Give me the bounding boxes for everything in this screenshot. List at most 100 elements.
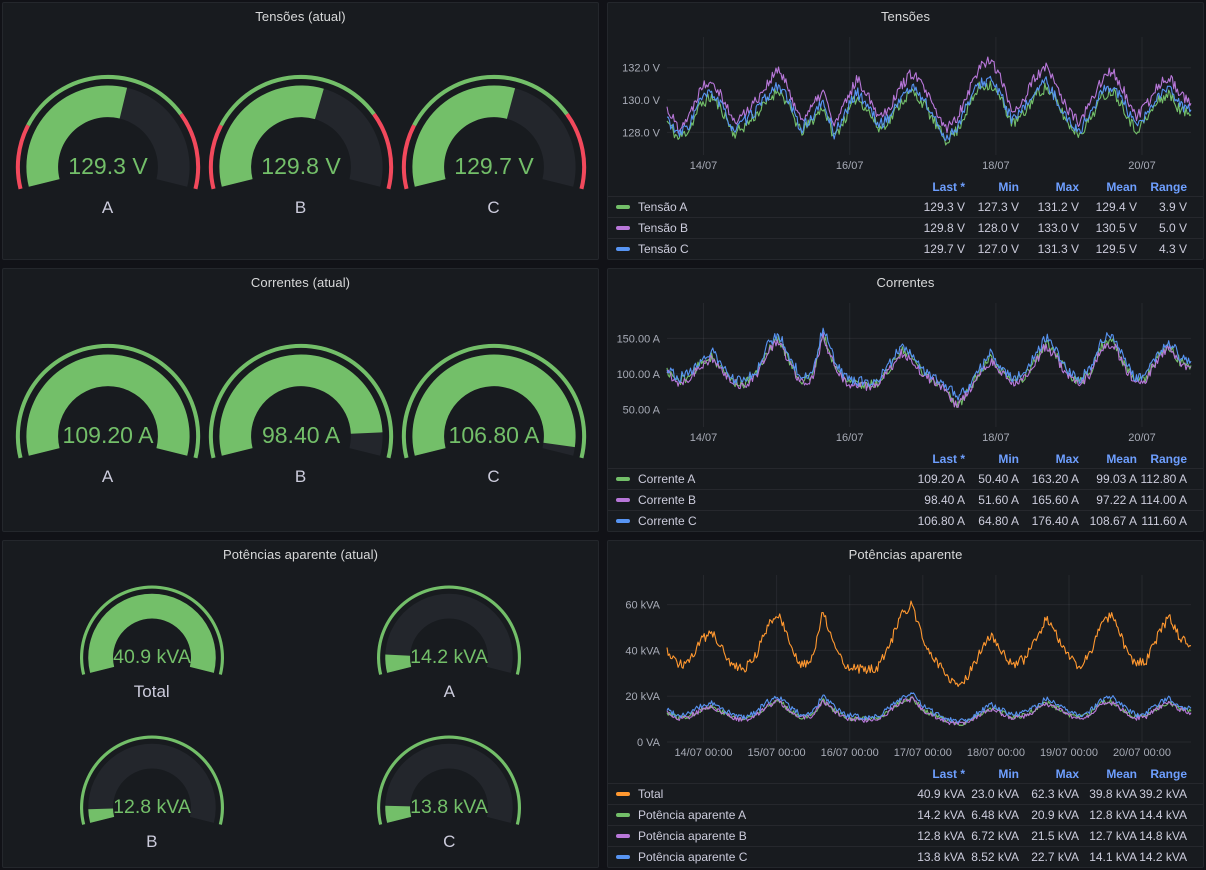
tensoes-chart-area: 128.0 V 130.0 V 132.0 V 14/07 16/07 18/07 20/0… — [608, 29, 1203, 259]
legend-stat-value: 12.8 kVA — [917, 829, 965, 843]
gauge-value: 106.80 A — [448, 422, 540, 448]
panel-title-potencias[interactable]: Potências aparente — [848, 546, 963, 562]
legend-series-toggle[interactable]: Corrente A — [616, 472, 885, 486]
legend-stat-value: 14.8 kVA — [1139, 829, 1187, 843]
x-axis-tick-label: 18/07 00:00 — [967, 747, 1025, 759]
legend-series-toggle[interactable]: Potência aparente A — [616, 808, 885, 822]
x-axis-tick-label: 20/07 — [1128, 432, 1156, 444]
gauge-label: A — [101, 467, 114, 487]
legend-stat-value: 22.7 kVA — [1031, 850, 1079, 864]
legend-header-mean[interactable]: Mean — [1106, 451, 1137, 466]
legend-series-name: Tensão B — [638, 221, 689, 235]
legend-stat-value: 40.9 kVA — [917, 787, 965, 801]
y-axis-tick-label: 150.00 A — [617, 333, 661, 345]
panel-tensoes-gauges: Tensões (atual) 129.3 V A 129.8 V B 129.7 V C — [2, 2, 599, 260]
gauge-total: 40.9 kVA Total — [77, 581, 227, 702]
legend-header-min[interactable]: Min — [998, 766, 1019, 781]
gauge-label: A — [443, 682, 455, 702]
gauge-value: 129.7 V — [454, 153, 534, 179]
legend-row: Total 40.9 kVA 23.0 kVA 62.3 kVA 39.8 kVA 39.… — [608, 783, 1203, 804]
gauge-arc: 106.80 A — [401, 344, 586, 459]
legend-series-toggle[interactable]: Tensão C — [616, 242, 885, 256]
legend-stat-value: 14.2 kVA — [1139, 850, 1187, 864]
legend-series-toggle[interactable]: Tensão A — [616, 200, 885, 214]
gauge-arc: 40.9 kVA — [79, 585, 224, 676]
x-axis-tick-label: 20/07 00:00 — [1113, 747, 1171, 759]
legend-series-toggle[interactable]: Tensão B — [616, 221, 885, 235]
gauge-a: 129.3 V A — [12, 69, 204, 218]
legend-stat-value: 111.60 A — [1141, 514, 1187, 528]
x-axis-tick-label: 19/07 00:00 — [1040, 747, 1098, 759]
series-color-marker — [616, 247, 630, 251]
legend-header-min[interactable]: Min — [998, 179, 1019, 194]
timeseries-plot[interactable]: 128.0 V 130.0 V 132.0 V 14/07 16/07 18/07 20/0… — [608, 29, 1203, 177]
legend-series-toggle[interactable]: Total — [616, 787, 885, 801]
gauge-value: 129.3 V — [68, 153, 148, 179]
legend-header-max[interactable]: Max — [1055, 451, 1079, 466]
y-axis-tick-label: 60 kVA — [625, 600, 660, 612]
legend-header-range[interactable]: Range — [1150, 766, 1187, 781]
legend-stat-value: 51.60 A — [978, 493, 1019, 507]
legend-stat-value: 133.0 V — [1037, 221, 1079, 235]
x-axis-tick-label: 14/07 — [690, 432, 718, 444]
legend-table: Last * Min Max Mean Range Total 40.9 kVA 23.0 k… — [608, 764, 1203, 867]
legend-header-max[interactable]: Max — [1055, 179, 1079, 194]
panel-title-correntes[interactable]: Correntes — [876, 274, 935, 290]
gauge-arc: 129.8 V — [208, 75, 393, 190]
panel-correntes-chart: Correntes 50.00 A 100.00 A 150.00 A 14/07 16… — [607, 268, 1204, 532]
panel-potencias-gauges: Potências aparente (atual) 40.9 kVA Total… — [2, 540, 599, 868]
legend-header-last[interactable]: Last * — [932, 766, 965, 781]
legend-stat-value: 131.2 V — [1037, 200, 1079, 214]
series-line-corrente-c — [666, 327, 1192, 401]
legend-header-min[interactable]: Min — [998, 451, 1019, 466]
panel-title-tensoes[interactable]: Tensões — [880, 8, 931, 24]
timeseries-plot[interactable]: 50.00 A 100.00 A 150.00 A 14/07 16/07 18/07 20… — [608, 295, 1203, 449]
y-axis-tick-label: 100.00 A — [617, 369, 661, 381]
legend-stat-value: 163.20 A — [1031, 472, 1079, 486]
legend-stat-value: 130.5 V — [1095, 221, 1137, 235]
legend-stat-value: 8.52 kVA — [971, 850, 1019, 864]
gauge-a: 14.2 kVA A — [374, 581, 524, 702]
panel-title-tensoes-atual[interactable]: Tensões (atual) — [255, 8, 346, 24]
panel-title-potencias-atual[interactable]: Potências aparente (atual) — [222, 546, 379, 562]
legend-series-toggle[interactable]: Corrente C — [616, 514, 885, 528]
legend-series-toggle[interactable]: Corrente B — [616, 493, 885, 507]
legend-stat-value: 6.72 kVA — [971, 829, 1019, 843]
series-line-tens-o-b — [666, 56, 1192, 134]
x-axis-tick-label: 16/07 — [836, 432, 864, 444]
legend-row: Potência aparente C 13.8 kVA 8.52 kVA 22.7 … — [608, 846, 1203, 867]
series-line-pot-ncia-aparente-a — [666, 696, 1192, 726]
gauge-value: 129.8 V — [261, 153, 341, 179]
legend-stat-value: 64.80 A — [978, 514, 1019, 528]
gauge-label: Total — [133, 682, 170, 702]
legend-stat-value: 127.0 V — [977, 242, 1019, 256]
gauge-value: 12.8 kVA — [113, 796, 191, 818]
y-axis-tick-label: 40 kVA — [625, 645, 660, 657]
legend-header-range[interactable]: Range — [1150, 179, 1187, 194]
panel-header: Correntes (atual) — [3, 269, 598, 295]
timeseries-plot[interactable]: 0 VA 20 kVA 40 kVA 60 kVA 14/07 00:00 15/07 0… — [608, 567, 1203, 764]
legend-stat-value: 129.4 V — [1095, 200, 1137, 214]
legend-header-range[interactable]: Range — [1150, 451, 1187, 466]
gauge-arc: 14.2 kVA — [377, 585, 522, 676]
legend-stat-value: 128.0 V — [977, 221, 1019, 235]
series-line-total — [666, 600, 1192, 688]
legend-header-mean[interactable]: Mean — [1106, 179, 1137, 194]
series-color-marker — [616, 813, 630, 817]
legend-header-last[interactable]: Last * — [932, 451, 965, 466]
legend-stat-value: 50.40 A — [978, 472, 1019, 486]
series-color-marker — [616, 477, 630, 481]
legend-stat-value: 129.7 V — [923, 242, 965, 256]
gauge-arc: 12.8 kVA — [79, 735, 224, 826]
legend-series-toggle[interactable]: Potência aparente B — [616, 829, 885, 843]
legend-header-max[interactable]: Max — [1055, 766, 1079, 781]
legend-stat-value: 108.67 A — [1089, 514, 1137, 528]
legend-header-last[interactable]: Last * — [932, 179, 965, 194]
legend-header-mean[interactable]: Mean — [1106, 766, 1137, 781]
series-color-marker — [616, 205, 630, 209]
legend-series-name: Corrente B — [638, 493, 697, 507]
gauge-arc: 98.40 A — [208, 344, 393, 459]
panel-title-correntes-atual[interactable]: Correntes (atual) — [250, 274, 351, 290]
legend-series-toggle[interactable]: Potência aparente C — [616, 850, 885, 864]
